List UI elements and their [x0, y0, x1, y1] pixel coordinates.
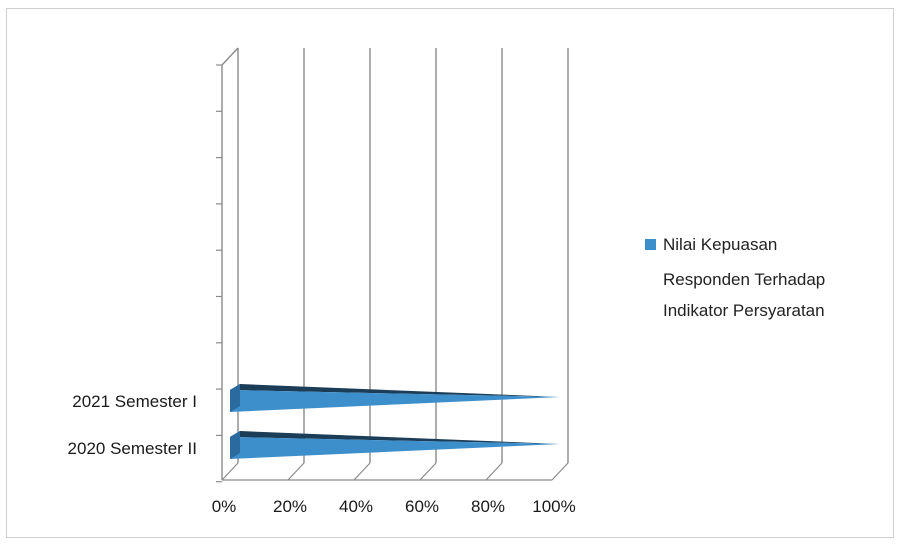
bar — [230, 390, 560, 412]
legend: Nilai Kepuasan Responden Terhadap Indika… — [645, 235, 825, 320]
floor-depth-line — [287, 462, 305, 481]
x-tick-label: 60% — [405, 497, 439, 516]
bars — [230, 384, 560, 459]
bar — [230, 437, 560, 459]
x-tick-label: 0% — [212, 497, 237, 516]
floor-depth-line — [353, 462, 371, 481]
axis-lines — [216, 47, 552, 483]
legend-line-1: Nilai Kepuasan — [663, 235, 777, 254]
bar-top-face — [230, 431, 560, 444]
legend-line-3: Indikator Persyaratan — [663, 301, 825, 320]
category-labels: 2020 Semester II 2021 Semester I — [68, 392, 197, 458]
bar-base — [230, 431, 240, 459]
gridlines — [221, 48, 569, 481]
floor-depth-line — [221, 462, 239, 481]
category-label: 2020 Semester II — [68, 439, 197, 458]
legend-swatch — [645, 239, 656, 250]
category-label: 2021 Semester I — [72, 392, 197, 411]
x-tick-label: 20% — [273, 497, 307, 516]
chart-frame — [6, 8, 894, 538]
floor-depth-line — [485, 462, 503, 481]
x-tick-labels: 0% 20% 40% 60% 80% 100% — [212, 497, 576, 516]
bar-top-face — [230, 384, 560, 397]
floor-depth-line — [551, 462, 569, 481]
legend-line-2: Responden Terhadap — [663, 270, 825, 289]
x-tick-label: 40% — [339, 497, 373, 516]
floor-depth-line — [419, 462, 437, 481]
bar-base — [230, 384, 240, 412]
axis-depth-line — [221, 47, 239, 66]
x-tick-label: 80% — [471, 497, 505, 516]
x-tick-label: 100% — [532, 497, 575, 516]
